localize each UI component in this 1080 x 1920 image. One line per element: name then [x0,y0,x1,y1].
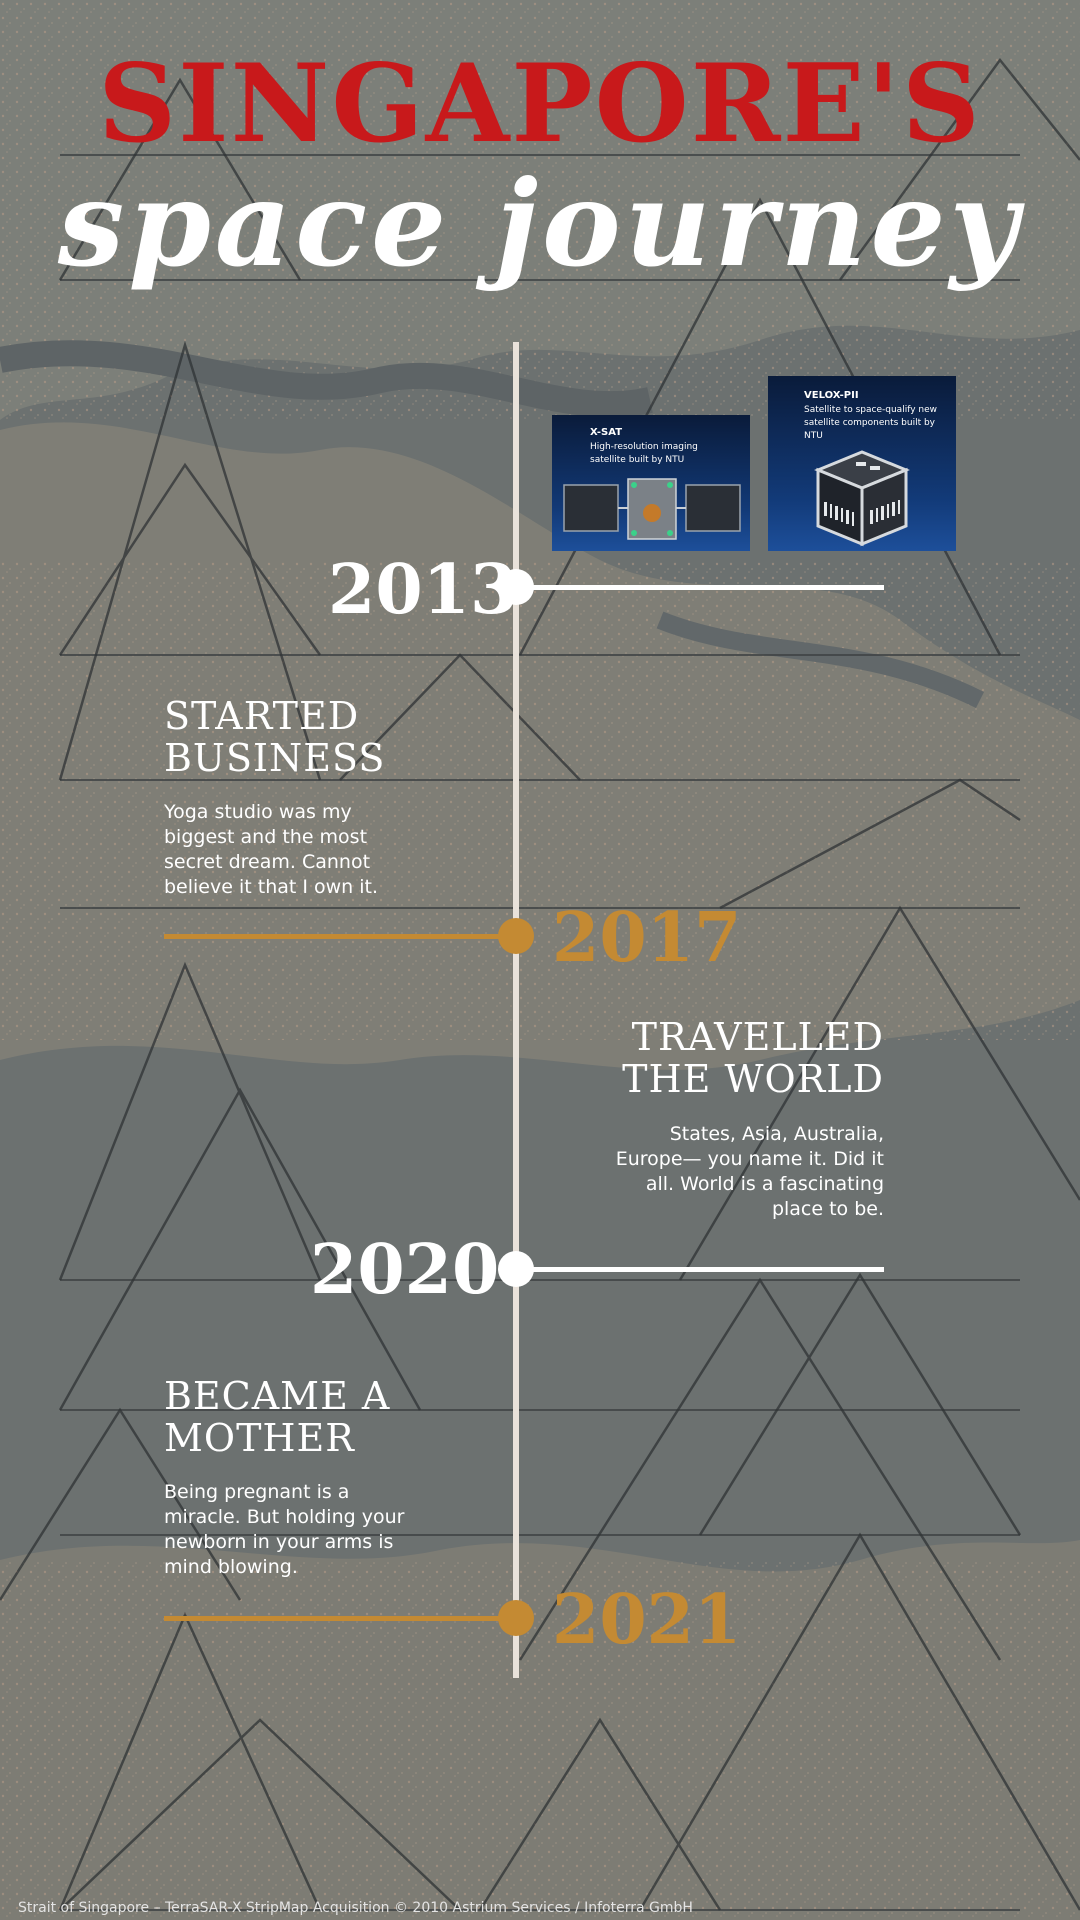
velox-card-desc: Satellite to space-qualify new satellite… [804,405,938,441]
timeline-branch-2021 [164,1616,504,1621]
timeline-branch-2013 [530,585,884,590]
xsat-card-title: X-SAT [590,427,623,438]
timeline-dot-2020 [498,1251,534,1287]
page-subtitle-script: space journey [57,154,1023,293]
event-title-travelled-world: TRAVELLED THE WORLD [622,1015,884,1101]
year-2021: 2021 [552,1580,742,1660]
velox-satellite-icon [814,450,910,547]
event-title-became-mother: BECAME A MOTHER [164,1374,391,1460]
timeline-dot-2021 [498,1600,534,1636]
xsat-card-desc: High-resolution imaging satellite built … [590,442,698,465]
image-credit: Strait of Singapore – TerraSAR-X StripMa… [18,1900,693,1916]
timeline-branch-2017 [164,934,504,939]
xsat-satellite-icon [563,478,741,540]
velox-card: VELOX-PII Satellite to space-qualify new… [768,376,956,551]
year-2020: 2020 [310,1230,500,1310]
year-2017: 2017 [552,898,742,978]
event-desc-travelled-world: States, Asia, Australia, Europe— you nam… [615,1123,884,1220]
xsat-card: X-SAT High-resolution imaging satellite … [552,415,750,551]
event-title-started-business: STARTED BUSINESS [164,694,386,780]
year-2013: 2013 [328,550,518,630]
velox-card-title: VELOX-PII [804,390,859,401]
timeline-axis [513,342,519,1678]
page-title: SINGAPORE'S [98,41,982,167]
timeline-dot-2013 [498,569,534,605]
event-desc-started-business: Yoga studio was my biggest and the most … [164,801,379,898]
event-desc-became-mother: Being pregnant is a miracle. But holding… [164,1481,405,1578]
timeline-dot-2017 [498,918,534,954]
timeline-branch-2020 [530,1267,884,1272]
